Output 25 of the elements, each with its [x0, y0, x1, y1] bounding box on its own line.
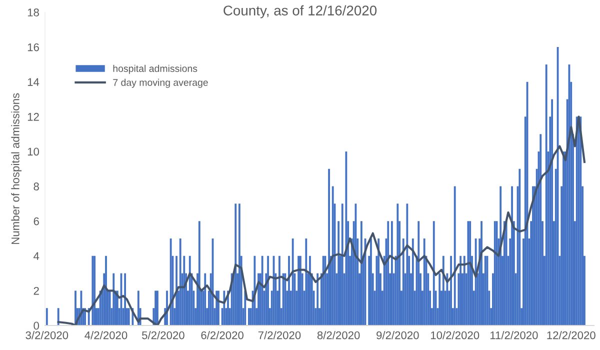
- x-tick-label: 4/2/2020: [84, 331, 128, 340]
- x-tick-label: 12/2/2020: [547, 331, 596, 340]
- legend-label: hospital admissions: [113, 64, 198, 74]
- y-tick-label: 4: [34, 252, 40, 260]
- x-tick-label: 10/2/2020: [430, 331, 480, 340]
- x-tick-label: 6/2/2020: [201, 331, 244, 340]
- line-series: [57, 116, 586, 326]
- y-tick-label: 8: [34, 182, 39, 190]
- legend-label: 7 day moving average: [113, 78, 208, 88]
- chart-title: County, as of 12/16/2020: [224, 5, 377, 18]
- x-tick-label: 8/2/2020: [317, 331, 360, 340]
- y-axis-title: Number of hospital admissions: [11, 93, 22, 244]
- y-tick-label: 0: [34, 322, 40, 330]
- y-tick-label: 2: [34, 286, 39, 295]
- y-tick-label: 16: [28, 43, 39, 52]
- x-tick-label: 7/2/2020: [258, 331, 301, 340]
- x-tick-label: 3/2/2020: [26, 331, 68, 340]
- y-tick-label: 6: [34, 217, 39, 226]
- y-tick-label: 18: [28, 8, 39, 16]
- x-tick-label: 9/2/2020: [376, 331, 419, 340]
- x-tick-label: 11/2/2020: [490, 331, 538, 340]
- y-tick-label: 10: [28, 148, 40, 156]
- y-tick-label: 12: [28, 112, 39, 121]
- x-tick-label: 5/2/2020: [142, 331, 184, 340]
- y-tick-label: 14: [28, 78, 40, 86]
